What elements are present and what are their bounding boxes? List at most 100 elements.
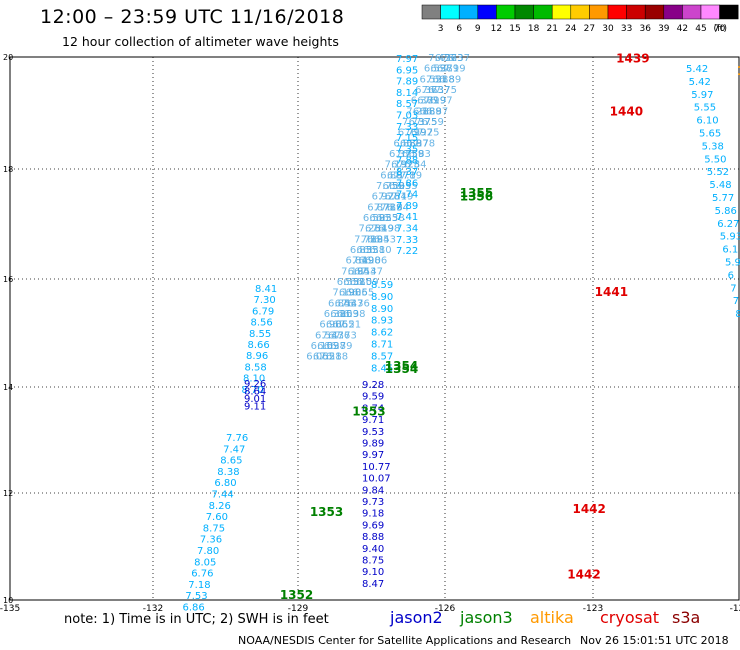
- wave-height-value: 8.41: [255, 284, 277, 295]
- swath-value-label: 6.89: [419, 106, 441, 117]
- swath-value-label: 6.87: [426, 106, 448, 117]
- swath-value-label: 6.59: [382, 181, 404, 192]
- y-tick-label: 20: [3, 53, 13, 62]
- wave-height-value: 8.70: [242, 385, 264, 396]
- swath-value-label: 7.19: [352, 256, 374, 267]
- swath-value-label: 6.06: [306, 352, 328, 363]
- swath-value-label: 6.83: [369, 213, 391, 224]
- wave-height-value: 7.30: [254, 295, 276, 306]
- swath-value-label: 6.88: [413, 106, 435, 117]
- swath-value-label: 6.06: [365, 256, 387, 267]
- wave-height-value: 8.58: [245, 362, 267, 373]
- wave-height-value: 8.66: [248, 340, 270, 351]
- swath-value-label: 6.37: [389, 149, 411, 160]
- wave-height-value: 7.44: [212, 490, 234, 501]
- x-tick-label: -135: [0, 604, 20, 614]
- swath-value-label: 6.59: [424, 64, 446, 75]
- swath-value-label: 6.79: [417, 96, 439, 107]
- swath-value-label: 7.73: [402, 117, 424, 128]
- colorbar-tick-label: 42: [677, 24, 688, 34]
- swath-value-label: 6.97: [411, 128, 433, 139]
- x-tick-label: -12: [730, 604, 740, 614]
- wave-height-value: 7.97: [396, 54, 418, 65]
- wave-height-value: 7.88: [396, 156, 418, 167]
- swath-value-label: 7.19: [380, 202, 402, 213]
- wave-height-value: 8.10: [243, 374, 265, 385]
- swath-value-label: 6.36: [328, 330, 350, 341]
- swath-value-label: 6.10: [330, 309, 352, 320]
- wave-height-value: 7.33: [396, 235, 418, 246]
- swath-value-label: 7.75: [415, 117, 437, 128]
- swath-value-label: 6.59: [363, 213, 385, 224]
- wave-height-value: 9.53: [362, 427, 384, 438]
- swath-value-label: 7.19: [372, 224, 394, 235]
- swath-value-label: 6.55: [419, 74, 441, 85]
- wave-height-value: 7.53: [185, 591, 207, 602]
- colorbar-tick-label: 24: [565, 24, 577, 34]
- pass-number-label: 1353: [310, 505, 343, 519]
- swath-value-label: 6.55: [356, 245, 378, 256]
- swath-value-label: 6.38: [324, 309, 346, 320]
- chart-title: 12:00 – 23:59 UTC 11/16/2018: [40, 6, 345, 28]
- wave-height-value: 5.48: [709, 180, 731, 191]
- wave-height-value: 8.75: [362, 556, 384, 567]
- wave-height-value: 9.69: [362, 520, 384, 531]
- colorbar-tick-label: 3: [438, 24, 444, 34]
- wave-height-value: 9.18: [362, 509, 384, 520]
- wave-height-value: 9.40: [362, 544, 384, 555]
- swath-value-label: 7.19: [341, 266, 363, 277]
- wave-height-value: 8.14: [396, 88, 418, 99]
- wave-height-value: 8.55: [249, 329, 271, 340]
- swath-value-label: 7.78: [413, 138, 435, 149]
- swath-value-label: 6.38: [343, 277, 365, 288]
- swath-value-label: 7.75: [435, 85, 457, 96]
- wave-height-value: 5.42: [686, 64, 708, 75]
- swath-value-label: 6.98: [359, 256, 381, 267]
- swath-value-label: 7.25: [417, 128, 439, 139]
- swath-value-label: 6.55: [395, 181, 417, 192]
- swath-value-label: 6.36: [348, 298, 370, 309]
- wave-height-value: 7.89: [396, 77, 418, 88]
- wave-height-value: 9.89: [362, 439, 384, 450]
- wave-height-value: 7: [733, 296, 739, 307]
- wave-height-value: 7.03: [396, 111, 418, 122]
- wave-height-value: 5.38: [702, 141, 724, 152]
- swath-value-label: 6.37: [409, 117, 431, 128]
- swath-value-label: 7.19: [400, 170, 422, 181]
- swath-value-label: 6.84: [385, 192, 407, 203]
- swath-value-label: 6.53: [354, 266, 376, 277]
- pass-number-label: 1442: [567, 567, 600, 581]
- wave-height-value: 7.76: [226, 433, 248, 444]
- colorbar-tick-label: 70: [714, 24, 726, 34]
- swath-value-label: 6.10: [350, 277, 372, 288]
- wave-height-value: 7.34: [396, 224, 418, 235]
- wave-height-value: 7.36: [200, 535, 222, 546]
- wave-height-value: 8.38: [217, 467, 239, 478]
- colorbar-tick-label: 30: [602, 24, 614, 34]
- swath-value-label: 6.37: [448, 53, 470, 64]
- pass-number-label: 1356: [460, 189, 493, 203]
- units-note: note: 1) Time is in UTC; 2) SWH is in fe…: [64, 612, 329, 627]
- wave-height-value: 5.42: [689, 77, 711, 88]
- swath-value-label: 6.38: [430, 64, 452, 75]
- swath-value-label: 7.19: [443, 64, 465, 75]
- swath-value-label: 6.84: [328, 298, 350, 309]
- swath-value-label: 6.53: [315, 330, 337, 341]
- y-tick-label: 12: [3, 489, 13, 498]
- colorbar-tick-label: 36: [639, 24, 651, 34]
- swath-value-label: 6.55: [376, 213, 398, 224]
- swath-value-label: 7.47: [428, 53, 450, 64]
- wave-height-value: 5.9: [725, 258, 740, 269]
- wave-height-value: 8: [735, 309, 740, 320]
- swath-value-label: 6.98: [319, 320, 341, 331]
- pass-number-label: 1354: [385, 359, 418, 373]
- wave-height-value: 6.95: [396, 65, 418, 76]
- swath-value-label: 6.55: [313, 352, 335, 363]
- swath-value-label: 6.88: [433, 74, 455, 85]
- colorbar-unit: (ft): [713, 24, 727, 34]
- swath-value-label: 6.59: [317, 341, 339, 352]
- wave-height-value: 7.86: [396, 178, 418, 189]
- swath-value-label: 6.06: [326, 320, 348, 331]
- wave-height-value: 8.62: [371, 328, 393, 339]
- wave-height-value: 6.27: [717, 219, 739, 230]
